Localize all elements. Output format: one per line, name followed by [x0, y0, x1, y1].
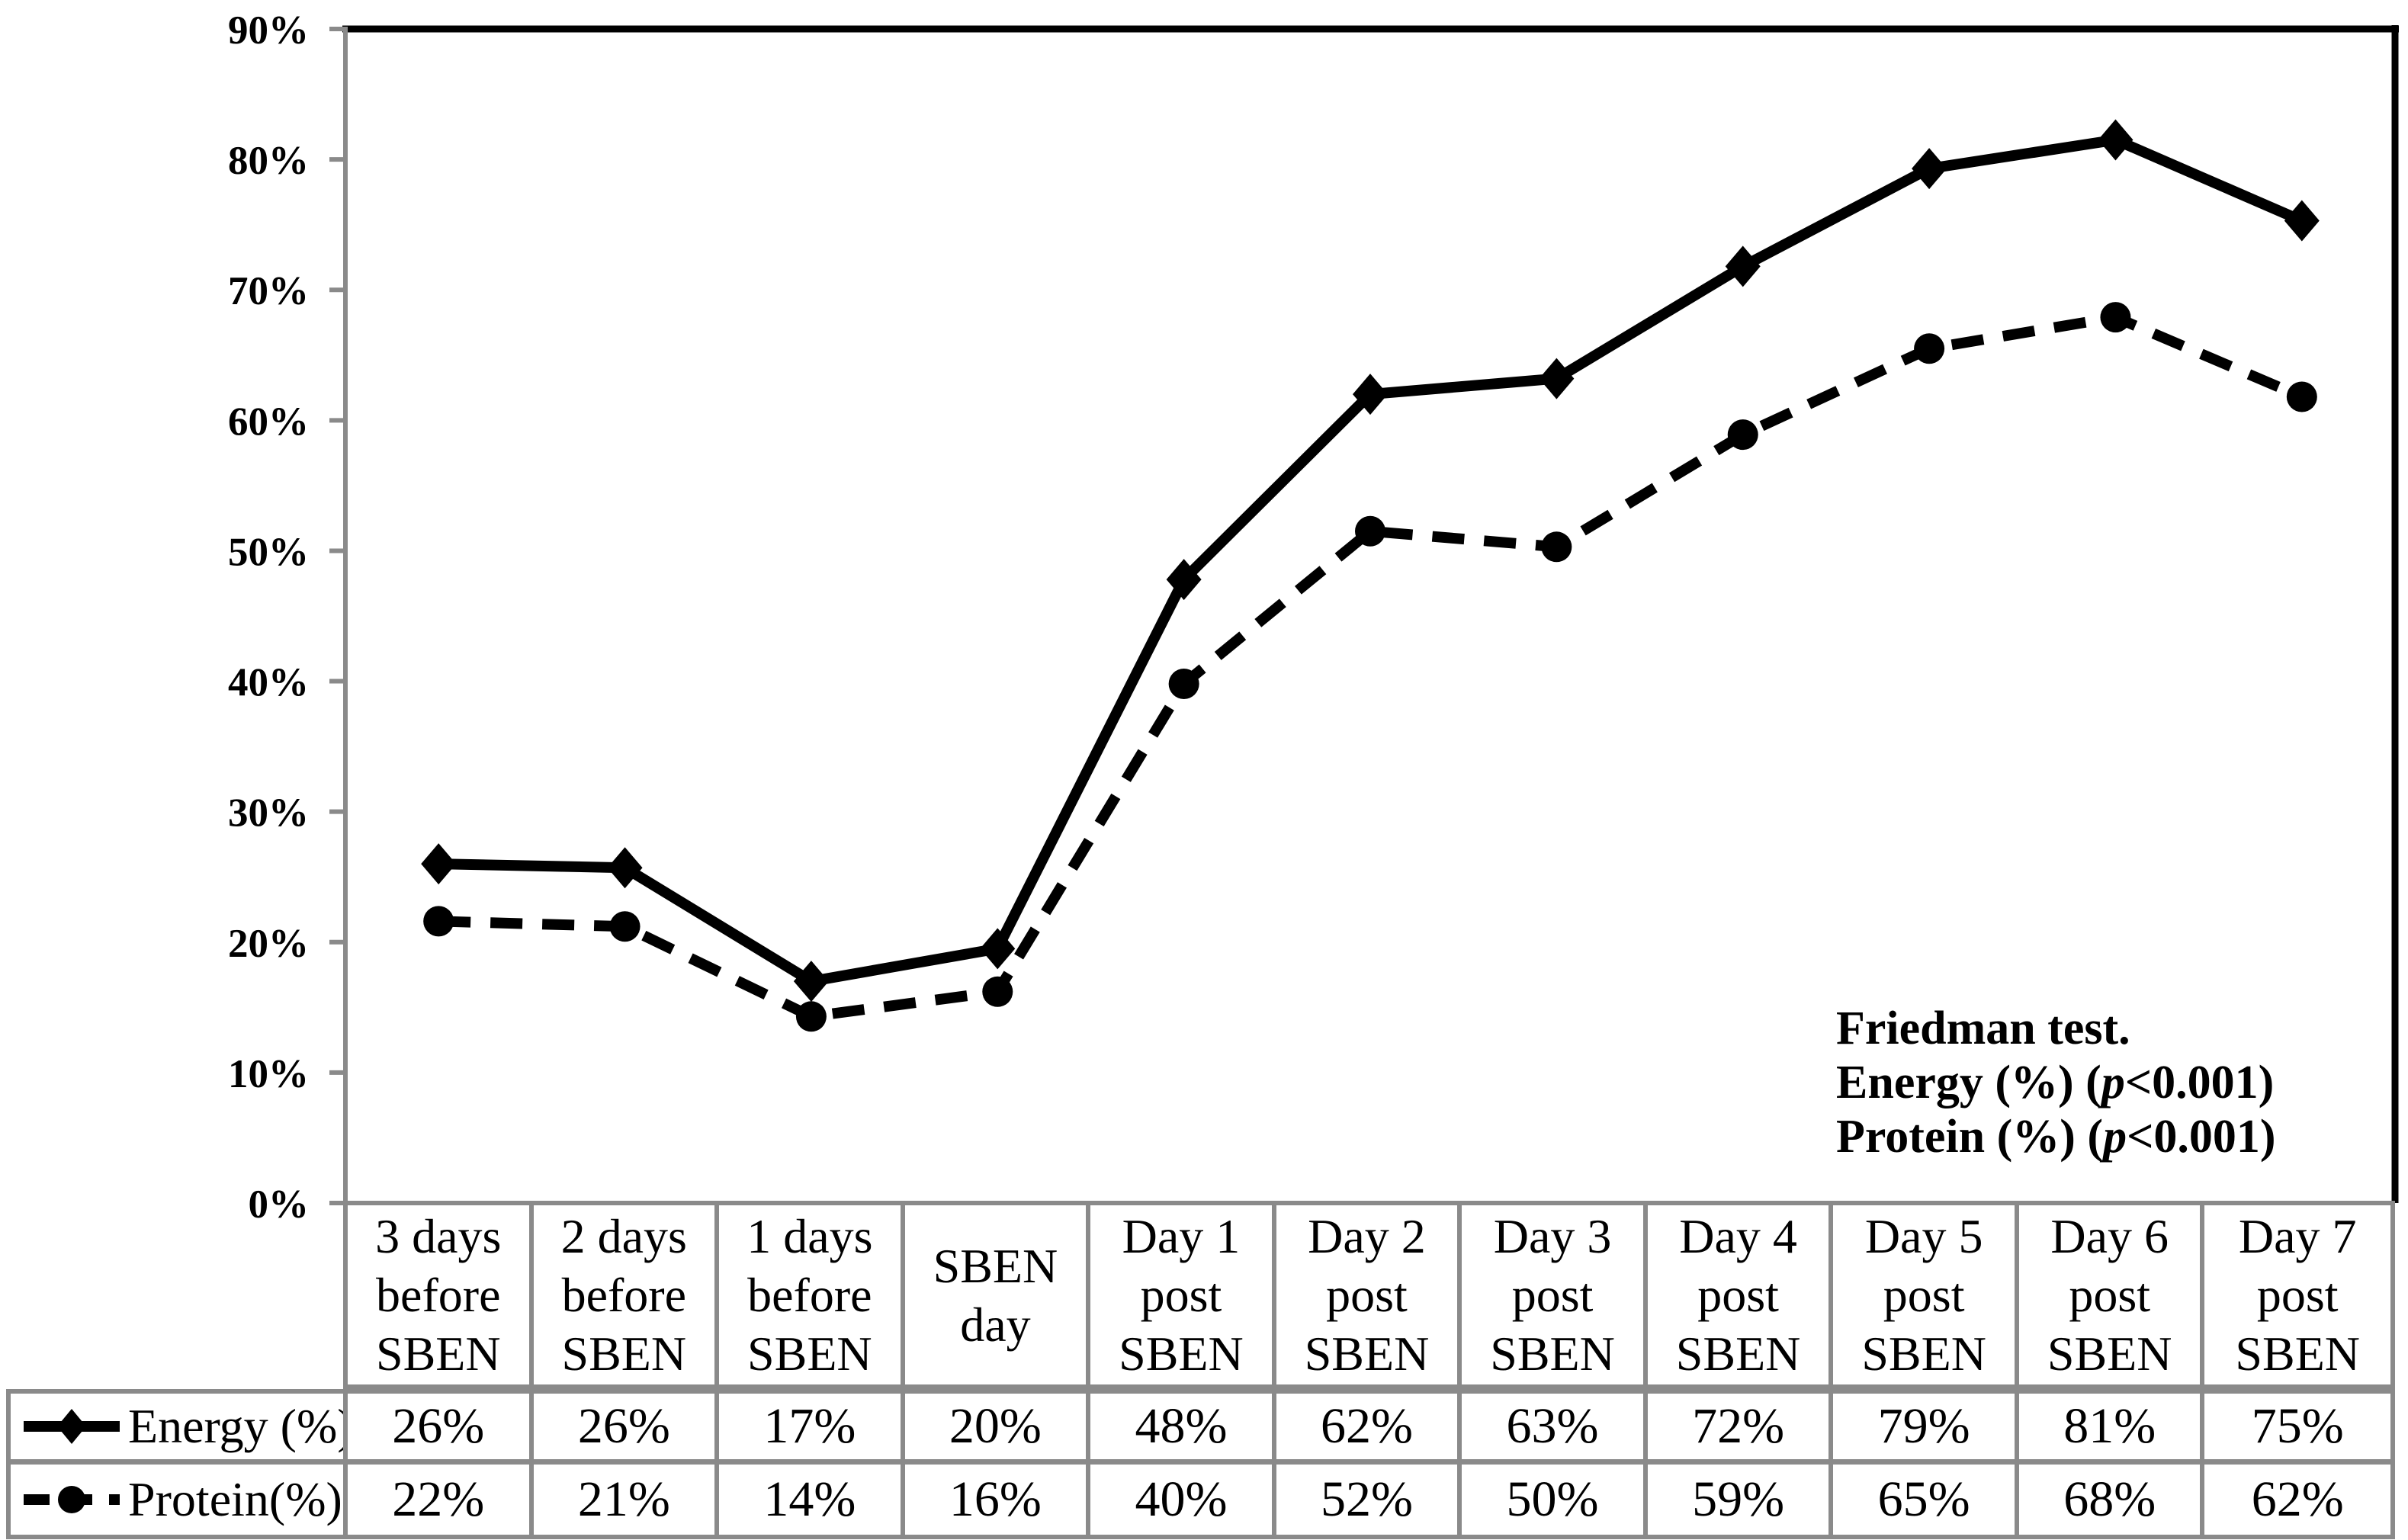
- protein-marker-circle: [2100, 302, 2131, 333]
- table-value-cell: 81%: [2019, 1394, 2205, 1459]
- annotation-line-2: Energy (%) (p<0.001): [1836, 1056, 2276, 1110]
- annotation-p-italic: p: [2103, 1111, 2127, 1163]
- legend-cell-protein: Protein(%): [11, 1465, 348, 1535]
- y-axis-tick-label: 60%: [228, 399, 309, 444]
- y-axis-tick-label: 40%: [228, 661, 309, 705]
- annotation-line-1: Friedman test.: [1836, 1002, 2276, 1056]
- y-axis-tick-label: 0%: [249, 1182, 310, 1220]
- annotation-p-italic: p: [2101, 1057, 2125, 1108]
- category-cell: 3 days before SBEN: [348, 1205, 534, 1384]
- table-value-cell: 65%: [1833, 1465, 2019, 1535]
- legend-cell-energy: Energy (%): [11, 1394, 348, 1459]
- annotation-text: Protein (%) (: [1836, 1111, 2104, 1163]
- annotation-text: Energy (%) (: [1836, 1057, 2101, 1108]
- energy-marker-diamond: [2284, 200, 2320, 242]
- table-value-cell: 59%: [1648, 1465, 1834, 1535]
- annotation-text: <0.001): [2127, 1111, 2276, 1163]
- table-value-cell: 40%: [1090, 1465, 1276, 1535]
- protein-marker-circle: [982, 976, 1013, 1007]
- energy-marker-diamond: [1166, 559, 1202, 601]
- category-cell: Day 2 post SBEN: [1276, 1205, 1462, 1384]
- category-cell: Day 6 post SBEN: [2019, 1205, 2205, 1384]
- energy-series-line: [438, 134, 2304, 987]
- energy-marker-diamond: [1725, 245, 1761, 287]
- table-value-cell: 48%: [1090, 1394, 1276, 1459]
- category-cell: Day 5 post SBEN: [1833, 1205, 2019, 1384]
- table-value-cell: 68%: [2019, 1465, 2205, 1535]
- friedman-annotation: Friedman test. Energy (%) (p<0.001) Prot…: [1836, 1002, 2276, 1164]
- table-value-cell: 17%: [719, 1394, 905, 1459]
- protein-marker-circle: [423, 906, 454, 937]
- table-value-cell: 79%: [1833, 1394, 2019, 1459]
- energy-solid-diamond-line-icon: [24, 1409, 120, 1444]
- table-value-cell: 22%: [348, 1465, 534, 1535]
- table-value-cell: 52%: [1276, 1465, 1462, 1535]
- legend-label-protein: Protein(%): [128, 1472, 342, 1526]
- legend-label-energy: Energy (%): [128, 1399, 348, 1453]
- energy-marker-diamond: [607, 847, 643, 889]
- category-cell: Day 1 post SBEN: [1090, 1205, 1276, 1384]
- y-axis-tick-label: 80%: [228, 139, 309, 183]
- y-axis-tick-label: 70%: [228, 269, 309, 313]
- annotation-text: Friedman test.: [1836, 1003, 2130, 1054]
- y-axis-tick-label: 30%: [228, 791, 309, 836]
- protein-marker-circle: [1727, 419, 1758, 451]
- category-cell: SBEN day: [905, 1205, 1091, 1384]
- data-table: Energy (%) 26% 26% 17% 20% 48% 62% 63% 72% 79% 81…: [6, 1389, 2395, 1539]
- protein-marker-circle: [1168, 668, 1199, 699]
- y-axis-tick-label: 20%: [228, 922, 309, 966]
- protein-marker-circle: [609, 911, 641, 942]
- table-row-protein: Protein(%) 22% 21% 14% 16% 40% 52% 50% 59% 65% 68…: [11, 1459, 2390, 1535]
- protein-marker-circle: [795, 1001, 827, 1032]
- annotation-text: <0.001): [2124, 1057, 2275, 1108]
- table-value-cell: 26%: [348, 1394, 534, 1459]
- y-axis-tick-label: 50%: [228, 530, 309, 574]
- table-value-cell: 75%: [2251, 1398, 2344, 1454]
- protein-marker-circle: [1355, 515, 1385, 547]
- energy-marker-diamond: [793, 961, 829, 1003]
- table-value-cell: 50%: [1462, 1465, 1648, 1535]
- table-value-cell: 14%: [719, 1465, 905, 1535]
- table-value-cell: 16%: [905, 1465, 1091, 1535]
- category-cell: Day 3 post SBEN: [1462, 1205, 1648, 1384]
- energy-marker-diamond: [980, 928, 1016, 970]
- table-value-cell: 21%: [534, 1465, 720, 1535]
- energy-marker-diamond: [1539, 358, 1575, 399]
- annotation-line-3: Protein (%) (p<0.001): [1836, 1110, 2276, 1164]
- energy-marker-diamond: [421, 843, 457, 885]
- category-cell: Day 7 post SBEN: [2235, 1209, 2361, 1381]
- category-cell: Day 4 post SBEN: [1648, 1205, 1834, 1384]
- category-cell: 1 days before SBEN: [719, 1205, 905, 1384]
- protein-marker-circle: [1541, 531, 1572, 563]
- energy-marker-diamond: [2098, 119, 2133, 161]
- protein-dashed-circle-line-icon: [24, 1486, 120, 1513]
- table-value-cell: 20%: [905, 1394, 1091, 1459]
- table-value-cell: 63%: [1462, 1394, 1648, 1459]
- energy-marker-diamond: [1912, 148, 1947, 190]
- y-axis-tick-label: 90%: [228, 8, 309, 53]
- table-value-cell: 26%: [534, 1394, 720, 1459]
- table-value-cell: 62%: [2251, 1471, 2344, 1527]
- table-row-energy: Energy (%) 26% 26% 17% 20% 48% 62% 63% 72% 79% 81…: [11, 1394, 2390, 1459]
- table-value-cell: 72%: [1648, 1394, 1834, 1459]
- table-value-cell: 62%: [1276, 1394, 1462, 1459]
- protein-series-line: [438, 311, 2304, 1022]
- y-axis-tick-label: 10%: [228, 1052, 309, 1096]
- category-cell: 2 days before SBEN: [534, 1205, 720, 1384]
- chart-plot-area: 0% 10% 20% 30% 40% 50% 60% 70% 80% 90%: [228, 8, 2399, 1220]
- x-axis-category-header-row: 3 days before SBEN 2 days before SBEN 1 da…: [343, 1201, 2395, 1389]
- protein-marker-circle: [1914, 333, 1945, 364]
- energy-marker-diamond: [1353, 374, 1388, 415]
- protein-marker-circle: [2286, 381, 2317, 412]
